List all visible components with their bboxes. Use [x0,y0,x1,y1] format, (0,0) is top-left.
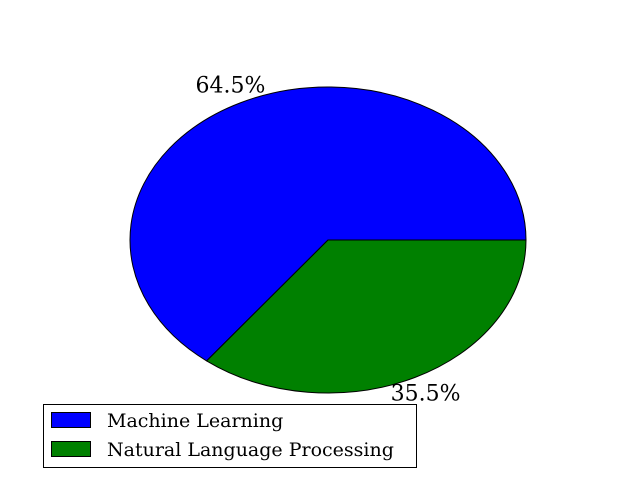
legend-label: Machine Learning [107,410,283,432]
legend-entry: Natural Language Processing [51,439,394,461]
legend-label: Natural Language Processing [107,439,394,461]
pie-percent-labels: 64.5% 35.5% [195,74,460,407]
pie-percent-label: 64.5% [195,74,265,99]
legend-swatch [51,441,91,457]
pie-slice [206,239,527,394]
pie-slices [129,86,527,394]
pie-percent-label: 35.5% [391,381,461,406]
legend-frame [43,404,417,468]
pie-slice [129,86,527,362]
legend-swatch [51,412,91,428]
legend: Machine Learning Natural Language Proces… [43,404,417,468]
legend-entry: Machine Learning [51,410,283,432]
